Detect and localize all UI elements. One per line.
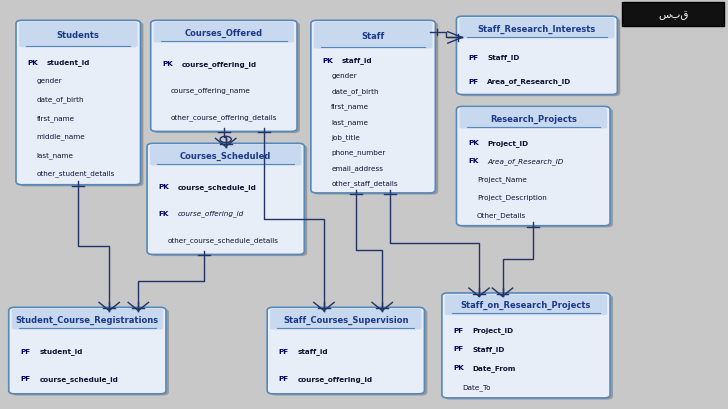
Text: PK: PK: [28, 59, 39, 65]
Text: course_offering_id: course_offering_id: [298, 375, 373, 382]
FancyBboxPatch shape: [270, 309, 422, 330]
Text: Area_of_Research_ID: Area_of_Research_ID: [487, 157, 563, 164]
Text: staff_id: staff_id: [298, 348, 328, 355]
FancyBboxPatch shape: [314, 23, 432, 49]
FancyBboxPatch shape: [12, 309, 169, 396]
Text: middle_name: middle_name: [36, 133, 85, 140]
Text: email_address: email_address: [331, 164, 383, 171]
Text: Project_ID: Project_ID: [472, 326, 513, 333]
FancyBboxPatch shape: [456, 17, 617, 95]
Text: PF: PF: [468, 79, 478, 84]
Text: PF: PF: [454, 346, 464, 352]
FancyBboxPatch shape: [19, 23, 138, 48]
Text: PF: PF: [279, 348, 289, 354]
Text: other_course_schedule_details: other_course_schedule_details: [167, 236, 278, 243]
FancyBboxPatch shape: [445, 295, 607, 315]
Text: course_offering_id: course_offering_id: [181, 61, 256, 67]
Text: Project_Description: Project_Description: [477, 193, 547, 200]
Text: Staff_Courses_Supervision: Staff_Courses_Supervision: [283, 315, 408, 324]
FancyBboxPatch shape: [456, 107, 610, 226]
FancyBboxPatch shape: [445, 295, 613, 400]
Text: gender: gender: [331, 73, 357, 79]
FancyBboxPatch shape: [314, 23, 438, 195]
FancyBboxPatch shape: [9, 308, 166, 394]
Text: PK: PK: [468, 140, 479, 146]
Text: سبق: سبق: [658, 10, 689, 20]
Text: gender: gender: [36, 78, 62, 84]
Text: other_student_details: other_student_details: [36, 170, 115, 177]
Text: Date_To: Date_To: [462, 383, 491, 390]
Text: last_name: last_name: [331, 119, 368, 126]
Text: Other_Details: Other_Details: [477, 211, 526, 218]
Text: PK: PK: [159, 184, 170, 190]
Text: course_schedule_id: course_schedule_id: [178, 183, 256, 190]
Text: staff_id: staff_id: [341, 57, 372, 64]
FancyBboxPatch shape: [270, 309, 427, 396]
FancyBboxPatch shape: [12, 309, 163, 330]
Text: Date_From: Date_From: [472, 364, 516, 371]
FancyBboxPatch shape: [154, 23, 294, 43]
Text: Students: Students: [57, 31, 100, 40]
Text: PK: PK: [454, 364, 464, 371]
FancyBboxPatch shape: [459, 109, 613, 228]
Text: Staff_on_Research_Projects: Staff_on_Research_Projects: [461, 301, 591, 310]
Text: PF: PF: [279, 375, 289, 381]
Text: student_id: student_id: [39, 348, 83, 355]
Text: Courses_Scheduled: Courses_Scheduled: [180, 151, 272, 160]
FancyBboxPatch shape: [16, 21, 141, 185]
Text: course_offering_name: course_offering_name: [171, 87, 251, 94]
Text: FK: FK: [159, 210, 169, 216]
Text: other_course_offering_details: other_course_offering_details: [171, 114, 277, 120]
Text: PF: PF: [454, 327, 464, 333]
Text: date_of_birth: date_of_birth: [331, 88, 379, 95]
FancyBboxPatch shape: [150, 146, 307, 256]
Text: PF: PF: [468, 55, 478, 61]
FancyBboxPatch shape: [459, 109, 607, 129]
FancyBboxPatch shape: [19, 23, 143, 187]
Text: Project_ID: Project_ID: [487, 139, 528, 146]
Text: PF: PF: [20, 375, 31, 381]
Text: PK: PK: [162, 61, 173, 67]
Text: PF: PF: [20, 348, 31, 354]
Text: Staff_ID: Staff_ID: [472, 345, 505, 352]
Text: student_id: student_id: [47, 59, 90, 66]
Text: other_staff_details: other_staff_details: [331, 180, 398, 187]
Text: phone_number: phone_number: [331, 149, 386, 156]
FancyBboxPatch shape: [147, 144, 304, 255]
FancyBboxPatch shape: [267, 308, 424, 394]
Text: last_name: last_name: [36, 152, 74, 158]
Text: FK: FK: [468, 158, 478, 164]
Text: first_name: first_name: [331, 103, 369, 110]
FancyBboxPatch shape: [442, 293, 610, 398]
Text: first_name: first_name: [36, 115, 74, 121]
Text: Staff_ID: Staff_ID: [487, 54, 519, 61]
FancyBboxPatch shape: [622, 3, 724, 27]
Text: Student_Course_Registrations: Student_Course_Registrations: [16, 315, 159, 324]
FancyBboxPatch shape: [150, 146, 301, 166]
FancyBboxPatch shape: [459, 19, 614, 39]
Text: Research_Projects: Research_Projects: [490, 115, 577, 124]
Text: date_of_birth: date_of_birth: [36, 96, 84, 103]
Text: Area_of_Research_ID: Area_of_Research_ID: [487, 78, 571, 85]
Text: Project_Name: Project_Name: [477, 175, 527, 182]
Text: PK: PK: [323, 58, 333, 64]
FancyBboxPatch shape: [459, 19, 620, 97]
Text: Staff: Staff: [362, 31, 384, 40]
Text: job_title: job_title: [331, 134, 360, 141]
FancyBboxPatch shape: [311, 21, 435, 193]
Text: course_schedule_id: course_schedule_id: [39, 375, 118, 382]
Text: course_offering_id: course_offering_id: [178, 210, 244, 217]
FancyBboxPatch shape: [151, 21, 297, 132]
Text: Courses_Offered: Courses_Offered: [185, 29, 263, 38]
FancyBboxPatch shape: [154, 23, 300, 134]
Text: Staff_Research_Interests: Staff_Research_Interests: [478, 25, 596, 34]
